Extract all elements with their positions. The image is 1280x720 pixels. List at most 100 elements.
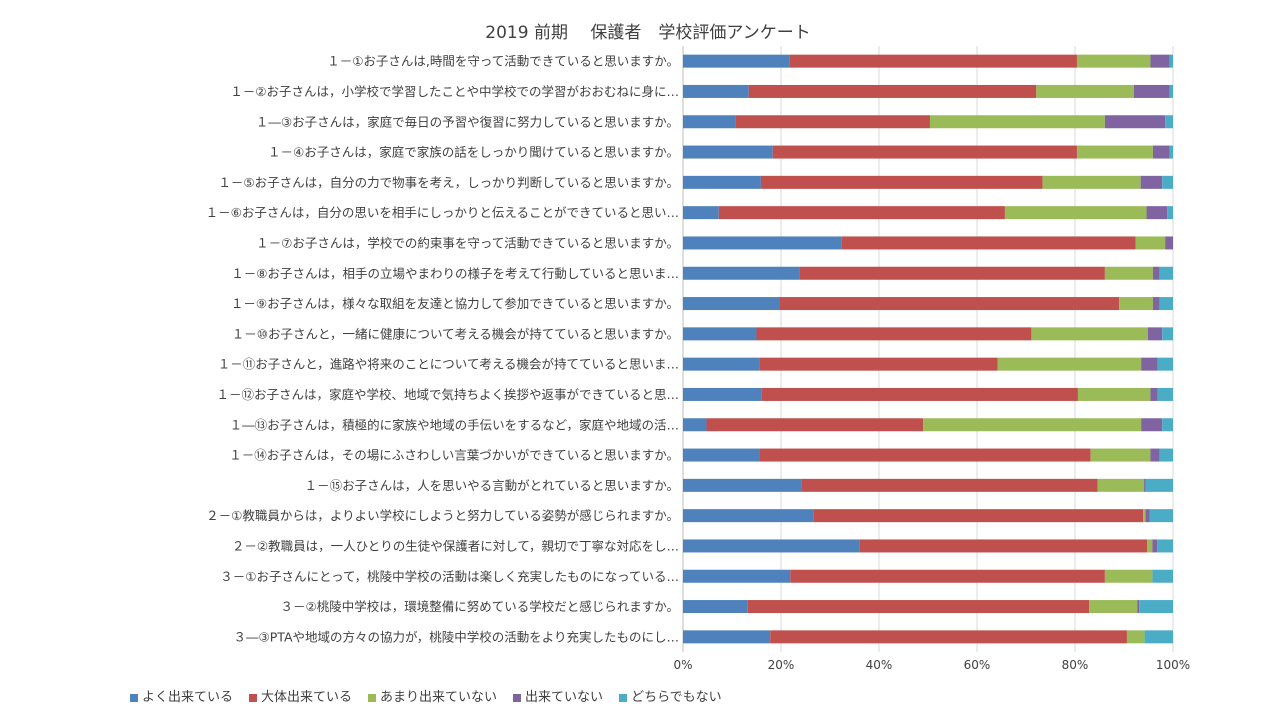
category-label: １－①お子さんは,時間を守って活動できていると思いますか。 [327,54,679,69]
legend-swatch [130,694,138,702]
bar-segment-1 [683,266,800,280]
bar-segment-1 [683,418,707,432]
bar-segment-4 [1152,145,1170,159]
bar-segment-5 [1169,145,1173,159]
bar-segment-1 [683,206,719,220]
x-tick-label: 100% [1156,658,1190,672]
bar-segment-2 [770,630,1127,644]
bar-segment-3 [997,357,1142,371]
legend-swatch [619,694,628,702]
bar-segment-4 [1141,357,1158,371]
legend-swatch [249,694,258,702]
bar-segment-5 [1159,297,1173,311]
bar-segment-1 [683,297,780,311]
bar-segment-3 [1090,448,1151,462]
bar-segment-5 [1169,84,1173,98]
bar-segment-3 [1031,327,1149,341]
bar-segment-5 [1162,327,1173,341]
x-tick-label: 20% [768,658,795,672]
legend-label: 大体出来ている [261,690,353,705]
bar-segment-5 [1159,266,1173,280]
bar-segment-4 [1133,84,1170,98]
legend-label: よく出来ている [142,690,234,705]
bar-segment-2 [801,478,1098,492]
x-tick-label: 40% [866,658,893,672]
bar-segment-5 [1159,448,1173,462]
category-label: １－⑤お子さんは，自分の力で物事を考え，しっかり判断していると思いますか。 [218,175,679,190]
category-label: １－②お子さんは，小学校で学習したことや中学校での学習がおおむねに身に… [230,84,679,99]
legend-label: あまり出来ていない [380,690,498,705]
bar-segment-5 [1165,115,1173,129]
bar-segment-4 [1146,206,1168,220]
bar-segment-1 [683,175,761,189]
bar-segment-2 [841,236,1136,250]
bar-segment-2 [718,206,1005,220]
bar-segment-3 [1135,236,1166,250]
bar-segment-4 [1141,418,1163,432]
bar-segment-2 [756,327,1032,341]
x-tick-label: 80% [1062,658,1089,672]
bar-segment-3 [1147,539,1153,553]
bar-segment-4 [1140,175,1163,189]
bar-segment-3 [1097,478,1145,492]
category-label: ２－①教職員からは，よりよい学校にしようと努力している姿勢が感じられますか。 [206,508,679,523]
bar-segment-1 [683,478,802,492]
bar-segment-2 [790,569,1105,583]
bar-segment-4 [1144,478,1146,492]
chart-title: 2019 前期 保護者 学校評価アンケート [485,23,811,43]
bar-segment-2 [759,448,1091,462]
category-label: １－⑦お子さんは，学校での約束事を守って活動できていると思いますか。 [256,235,679,250]
bar-segment-2 [772,145,1077,159]
bar-segment-4 [1152,266,1160,280]
x-tick-label: 0% [673,658,692,672]
bar-segment-1 [683,448,760,462]
bar-segment-3 [1104,266,1153,280]
bar-segment-1 [683,539,860,553]
bar-segment-2 [759,357,998,371]
bar-segment-4 [1152,539,1158,553]
bar-segment-1 [683,54,790,68]
bar-segment-2 [735,115,930,129]
category-label: １―⑬お子さんは，積極的に家族や地域の手伝いをするなど，家庭や地域の活… [230,417,679,432]
legend: よく出来ている 大体出来ている あまり出来ていない 出来ていない どちらでもない [130,690,722,706]
bar-segment-5 [1162,175,1173,189]
bar-segment-1 [683,84,749,98]
bar-segment-2 [706,418,924,432]
bar-segment-1 [683,600,748,614]
bar-segment-4 [1150,448,1160,462]
bar-segment-5 [1139,600,1173,614]
category-label: １－⑪お子さんと，進路や将来のことについて考える機会が持てていると思いま… [218,357,679,372]
legend-swatch [368,694,377,702]
bar-segment-4 [1165,236,1173,250]
category-label: １－⑫お子さんは，家庭や学校、地域で気持ちよく挨拶や返事ができていると思… [216,387,679,402]
legend-item: よく出来ている [130,690,233,706]
bar-segment-2 [779,297,1120,311]
bar-segment-5 [1152,569,1173,583]
bar-segment-3 [1042,175,1141,189]
bar-segment-3 [929,115,1105,129]
category-label: １－⑥お子さんは，自分の思いを相手にしっかりと伝えることができていると思い… [206,205,679,220]
bar-segment-5 [1145,478,1173,492]
bar-segment-3 [1077,387,1151,401]
bar-segment-2 [760,175,1043,189]
bar-segment-5 [1157,357,1173,371]
bar-segment-2 [789,54,1077,68]
legend-item: 出来ていない [513,690,603,706]
legend-item: どちらでもない [619,690,722,706]
bar-segment-1 [683,145,773,159]
x-tick-label: 60% [964,658,991,672]
category-label: １－④お子さんは，家庭で家族の話をしっかり聞けていると思いますか。 [268,145,679,160]
bar-segment-1 [683,630,771,644]
bar-segment-1 [683,569,791,583]
bar-segment-3 [1076,54,1151,68]
bar-segment-1 [683,115,736,129]
bar-segment-1 [683,387,762,401]
category-label: ３―③PTAや地域の方々の協力が，桃陵中学校の活動をより充実したものにし… [234,629,679,644]
bar-segment-4 [1148,327,1163,341]
legend-swatch [513,694,522,702]
bar-segment-1 [683,327,757,341]
bar-segment-3 [1126,630,1145,644]
bar-segment-4 [1150,387,1158,401]
bar-segment-3 [1143,509,1146,523]
